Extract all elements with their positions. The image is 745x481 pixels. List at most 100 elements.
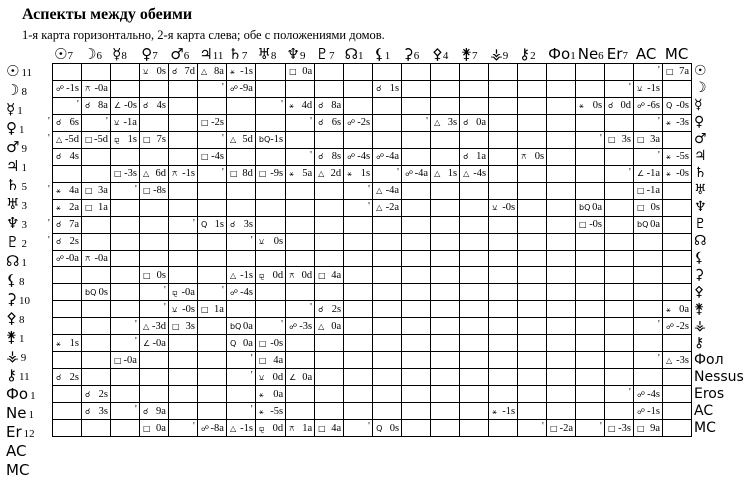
aspect-cell <box>489 64 519 81</box>
aspect-symbol: ⚻ <box>289 270 295 280</box>
aspect-cell <box>373 233 403 251</box>
marker: ' <box>658 115 660 127</box>
aspect-cell <box>139 216 169 234</box>
aspect-cell <box>518 284 548 302</box>
row-label: ⚶ 9 <box>6 348 52 367</box>
row-label: ♄ 5 <box>6 177 52 196</box>
row-label: ☿ 1 <box>6 101 52 120</box>
aspect-cell <box>226 369 256 387</box>
column-header: ⚸1 <box>372 45 401 65</box>
aspect-symbol: □ <box>318 423 326 433</box>
aspect-cell: □ -9s <box>255 165 287 183</box>
aspect-cell <box>402 369 432 387</box>
aspect-cell: ⚹ -1s <box>489 403 519 421</box>
aspect-cell <box>605 335 635 353</box>
marker: ' <box>397 166 399 178</box>
aspect-cell <box>431 182 461 200</box>
aspect-cell <box>373 131 403 149</box>
aspect-cell <box>576 182 606 200</box>
aspect-symbol: □ <box>142 423 151 433</box>
aspect-cell <box>402 403 432 421</box>
aspect-orb: 0s <box>650 202 660 214</box>
aspect-symbol: ☌ <box>463 152 469 162</box>
aspect-symbol: ☍ <box>347 118 356 128</box>
aspect-cell: ' ⚹ 4d <box>281 97 316 115</box>
aspect-cell <box>489 131 519 149</box>
aspect-cell <box>605 182 635 200</box>
aspect-cell: ☍ -2s <box>344 114 374 132</box>
aspect-cell <box>110 403 140 421</box>
aspect-symbol: □ <box>258 169 267 179</box>
aspect-symbol: ☌ <box>84 406 91 416</box>
row-label: ⚴ 8 <box>6 310 52 329</box>
aspect-cell <box>315 80 345 98</box>
aspect-cell <box>53 352 82 370</box>
aspect-cell <box>197 165 227 183</box>
aspect-cell <box>460 64 490 81</box>
aspect-symbol: △ <box>434 169 441 179</box>
aspect-cell <box>431 318 461 336</box>
row-label: ♀ 1 <box>6 120 52 139</box>
aspect-symbol: ⚺ <box>142 67 149 77</box>
aspect-orb: 6s <box>69 117 79 129</box>
planet-symbol: ♇ <box>315 45 330 63</box>
aspect-orb: -0s <box>502 202 516 214</box>
aspect-symbol: ∠ <box>142 338 151 348</box>
row-label-right: ☊ <box>694 233 707 249</box>
aspect-cell <box>168 97 198 115</box>
aspect-orb: 4a <box>331 269 342 281</box>
house-number: 7 <box>152 50 158 62</box>
aspect-symbol: ⚺ <box>113 118 120 128</box>
aspect-cell <box>547 114 577 132</box>
aspect-orb: -0a <box>123 354 137 366</box>
aspect-cell <box>315 131 345 149</box>
aspect-symbol: ⚻ <box>521 152 527 162</box>
marker: ' <box>368 183 370 195</box>
aspect-cell <box>344 216 374 234</box>
aspect-orb: -0s <box>270 337 284 349</box>
aspect-cell <box>518 335 548 353</box>
house-number: 8 <box>21 86 27 98</box>
aspect-cell <box>402 250 432 268</box>
planet-symbol: Фо <box>6 385 29 403</box>
column-header: ⚵7 <box>459 45 488 65</box>
aspect-orb: 8a <box>214 66 224 78</box>
column-header: ⚴4 <box>430 45 459 65</box>
aspect-cell <box>576 165 606 183</box>
aspect-cell <box>605 199 635 217</box>
aspect-cell <box>518 386 548 404</box>
aspect-cell: Q -0s <box>663 97 692 115</box>
aspect-cell: △ 2d <box>315 165 345 183</box>
aspect-cell <box>402 114 432 132</box>
row-label: ♃ 1 <box>6 158 52 177</box>
aspect-orb: 2a <box>69 202 79 214</box>
aspect-symbol: Q <box>666 101 673 111</box>
aspect-cell <box>286 403 316 421</box>
aspect-cell <box>605 318 635 336</box>
aspect-cell <box>197 318 227 336</box>
aspect-orb: 0a <box>650 219 660 231</box>
aspect-symbol: □ <box>84 186 93 196</box>
aspect-cell <box>431 233 461 251</box>
marker: ' <box>48 234 50 246</box>
aspect-cell <box>286 182 316 200</box>
aspect-cell <box>344 250 374 268</box>
aspect-symbol: □ <box>142 270 151 280</box>
aspect-cell: ' △ -2a <box>368 199 403 217</box>
aspect-symbol: ☍ <box>289 321 298 331</box>
aspect-cell: ⚻ -1s <box>168 165 198 183</box>
aspect-symbol: Q <box>229 338 237 348</box>
aspect-cell <box>518 267 548 285</box>
aspect-cell: ' ☍ -9a <box>222 80 256 98</box>
aspect-cell <box>402 267 432 285</box>
aspect-symbol: ☍ <box>229 287 239 297</box>
house-number: 4 <box>442 50 449 62</box>
row-label-right: ☽ <box>694 80 707 96</box>
aspect-cell: ☌ 8a <box>315 97 345 115</box>
planet-symbol: ♅ <box>6 195 20 213</box>
house-number: 1 <box>19 124 25 136</box>
aspect-cell <box>344 182 374 200</box>
aspect-cell <box>402 352 432 370</box>
aspect-cell: □ 1a <box>197 301 227 319</box>
aspect-cell <box>576 301 606 319</box>
